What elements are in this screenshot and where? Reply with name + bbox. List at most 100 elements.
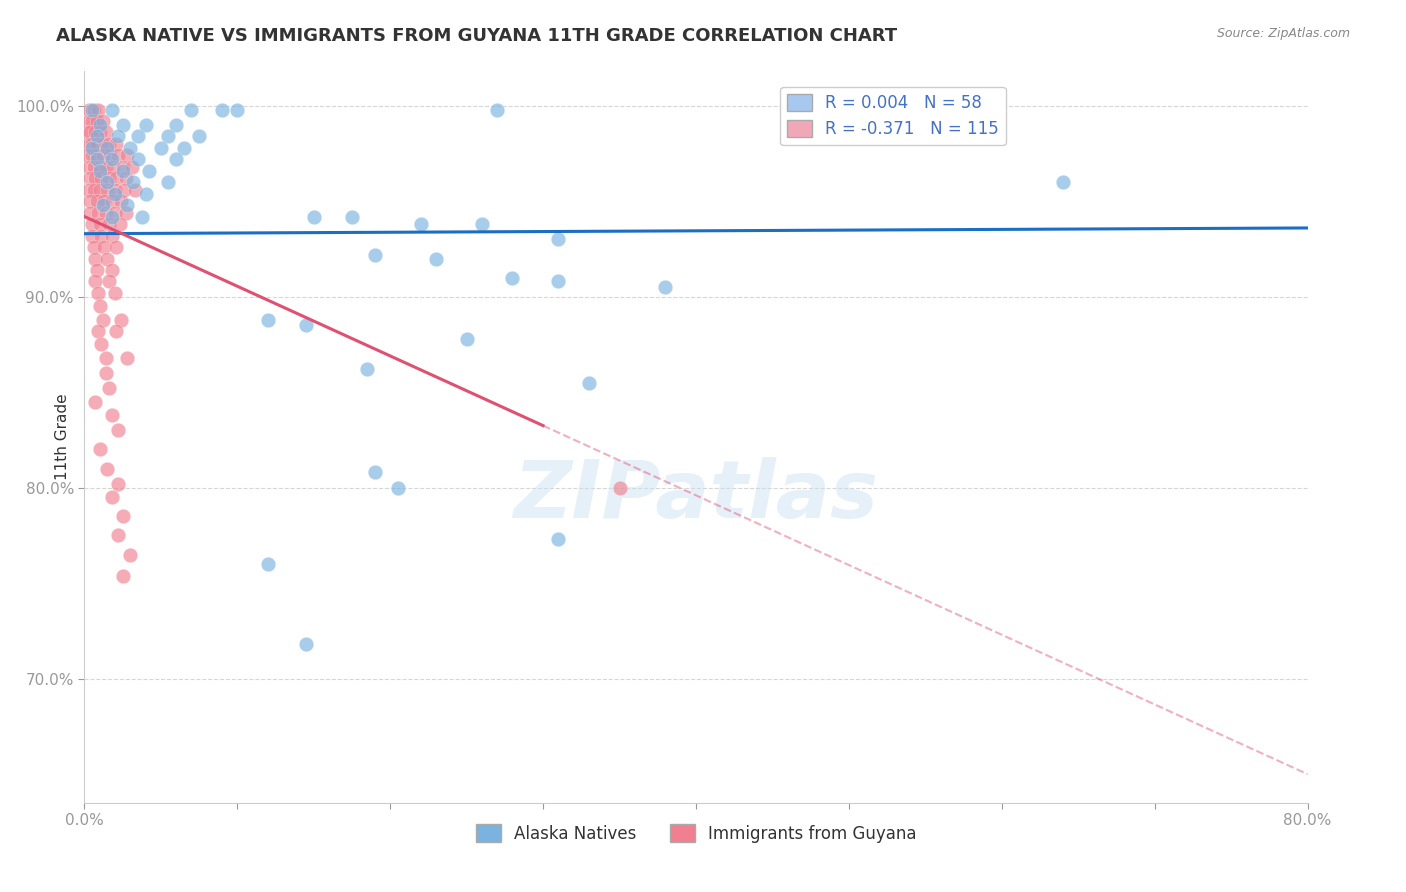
Point <box>77 160 100 174</box>
Point <box>104 183 127 197</box>
Point <box>101 408 124 422</box>
Point <box>86 194 108 209</box>
Point <box>502 270 524 285</box>
Point <box>87 103 110 117</box>
Point <box>104 186 127 201</box>
Point <box>471 217 494 231</box>
Point <box>302 210 325 224</box>
Point <box>96 183 118 197</box>
Point <box>101 210 124 224</box>
Point <box>115 351 138 365</box>
Point <box>111 568 134 582</box>
Point <box>96 461 118 475</box>
Point <box>165 152 187 166</box>
Point <box>94 366 117 380</box>
Point <box>94 126 117 140</box>
Point <box>364 248 387 262</box>
Point <box>180 103 202 117</box>
Point <box>80 114 103 128</box>
Point <box>111 163 134 178</box>
Point <box>77 103 100 117</box>
Point <box>101 228 124 243</box>
Point <box>486 103 509 117</box>
Point <box>80 136 103 151</box>
Point <box>96 175 118 189</box>
Point <box>86 148 108 162</box>
Point <box>94 205 117 219</box>
Point <box>80 141 103 155</box>
Point <box>93 194 115 209</box>
Point <box>79 126 101 140</box>
Point <box>409 217 432 231</box>
Point <box>340 210 363 224</box>
Point <box>97 217 120 231</box>
Point <box>165 118 187 132</box>
Point <box>107 528 129 542</box>
Point <box>105 171 128 186</box>
Point <box>76 126 98 140</box>
Point <box>110 194 132 209</box>
Point <box>609 481 631 495</box>
Point <box>124 183 146 197</box>
Point <box>103 160 125 174</box>
Point <box>295 318 318 333</box>
Point <box>111 509 134 524</box>
Point <box>79 171 101 186</box>
Point <box>97 136 120 151</box>
Point <box>91 136 114 151</box>
Point <box>77 136 100 151</box>
Point <box>105 136 128 151</box>
Point <box>83 103 105 117</box>
Point <box>80 217 103 231</box>
Point <box>87 205 110 219</box>
Point <box>157 129 180 144</box>
Point <box>295 637 318 651</box>
Text: ALASKA NATIVE VS IMMIGRANTS FROM GUYANA 11TH GRADE CORRELATION CHART: ALASKA NATIVE VS IMMIGRANTS FROM GUYANA … <box>56 27 897 45</box>
Point <box>211 103 233 117</box>
Point <box>93 240 115 254</box>
Point <box>90 228 112 243</box>
Point <box>356 362 378 376</box>
Point <box>105 324 128 338</box>
Point <box>104 285 127 300</box>
Point <box>89 126 111 140</box>
Point <box>157 175 180 189</box>
Point <box>1052 175 1074 189</box>
Point <box>425 252 447 266</box>
Point <box>89 163 111 178</box>
Point <box>547 275 569 289</box>
Point <box>76 148 98 162</box>
Text: Source: ZipAtlas.com: Source: ZipAtlas.com <box>1216 27 1350 40</box>
Point <box>97 171 120 186</box>
Point <box>257 312 280 326</box>
Point <box>97 275 120 289</box>
Point <box>107 424 129 438</box>
Point <box>110 312 132 326</box>
Point <box>83 240 105 254</box>
Point <box>90 171 112 186</box>
Point <box>77 114 100 128</box>
Point <box>107 476 129 491</box>
Point <box>105 240 128 254</box>
Point <box>84 126 107 140</box>
Point <box>79 194 101 209</box>
Point <box>80 148 103 162</box>
Point <box>98 148 121 162</box>
Y-axis label: 11th Grade: 11th Grade <box>55 393 70 481</box>
Point <box>79 205 101 219</box>
Point <box>94 160 117 174</box>
Point <box>654 280 676 294</box>
Point <box>77 183 100 197</box>
Legend: Alaska Natives, Immigrants from Guyana: Alaska Natives, Immigrants from Guyana <box>468 818 924 849</box>
Point <box>86 136 108 151</box>
Point <box>138 163 160 178</box>
Point <box>80 103 103 117</box>
Point <box>89 183 111 197</box>
Point <box>101 103 124 117</box>
Point <box>115 148 138 162</box>
Point <box>120 141 142 155</box>
Point <box>101 490 124 504</box>
Point <box>84 394 107 409</box>
Point <box>547 533 569 547</box>
Point <box>80 228 103 243</box>
